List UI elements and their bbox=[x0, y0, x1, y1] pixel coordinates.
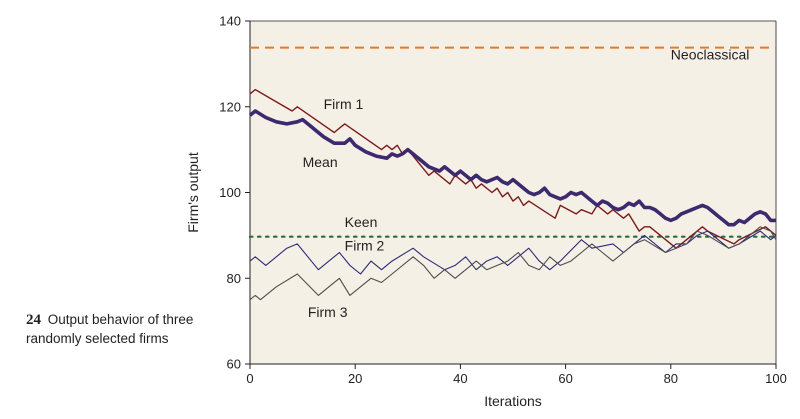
x-tick-label: 40 bbox=[453, 371, 467, 386]
annotation-label: Firm 1 bbox=[324, 96, 364, 112]
series-line-mean bbox=[248, 109, 776, 227]
series-layer bbox=[248, 46, 778, 301]
y-tick-label: 120 bbox=[219, 99, 241, 114]
x-axis-label: Iterations bbox=[484, 393, 542, 409]
series-line-firm1 bbox=[249, 88, 777, 249]
annotation-label: Neoclassical bbox=[671, 47, 750, 63]
x-tick-label: 100 bbox=[765, 371, 787, 386]
x-tick-label: 20 bbox=[348, 371, 362, 386]
figure-caption: 24 Output behavior of three randomly sel… bbox=[26, 311, 196, 347]
x-tick-label: 60 bbox=[558, 371, 572, 386]
y-tick-label: 140 bbox=[219, 14, 241, 29]
annotation-layer: Neoclassical Firm 1 Mean Keen Firm 2 Firm 3 bbox=[303, 47, 750, 320]
figure-caption-text: Output behavior of three randomly select… bbox=[26, 312, 194, 346]
x-tick-label: 0 bbox=[246, 371, 253, 386]
plot-background bbox=[250, 21, 776, 364]
annotation-label: Firm 3 bbox=[308, 304, 348, 320]
figure-number: 24 bbox=[26, 312, 41, 328]
x-tick-label: 80 bbox=[664, 371, 678, 386]
plot-area bbox=[250, 21, 776, 364]
y-tick-label: 100 bbox=[219, 185, 241, 200]
series-line-firm3 bbox=[249, 226, 777, 301]
y-tick-label: 80 bbox=[227, 271, 241, 286]
y-axis-label: Firm's output bbox=[185, 152, 201, 233]
axes: 0 20 40 60 80 100 60 80 100 120 140 bbox=[219, 14, 787, 387]
annotation-label: Mean bbox=[303, 154, 338, 170]
annotation-label: Firm 2 bbox=[345, 237, 385, 253]
y-tick-label: 60 bbox=[227, 357, 241, 372]
annotation-label: Keen bbox=[345, 214, 378, 230]
